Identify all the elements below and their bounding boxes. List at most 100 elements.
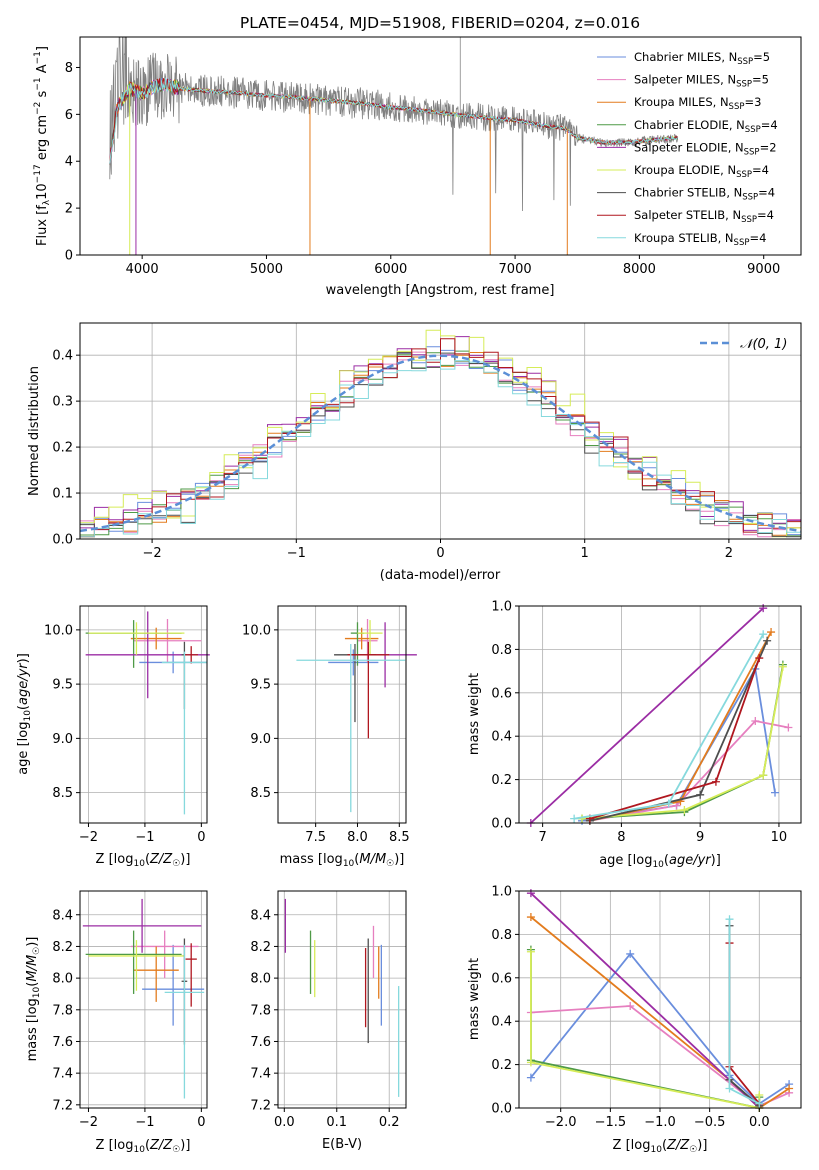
y-tick-label: 9.0 (250, 732, 271, 747)
y-tick-label: 0.6 (491, 971, 512, 986)
legend-label-salpeter-stelib: Salpeter STELIB, NSSP=4 (634, 208, 774, 225)
legend-label-salpeter-miles: Salpeter MILES, NSSP=5 (634, 73, 769, 90)
x-tick-label: 0.0 (274, 1115, 295, 1130)
mass-vs-metallicity-panel: −2 −1 0 7.2 7.4 7.6 7.8 8.0 8.2 8.4 Z [log10(Z/Z☉… (25, 890, 208, 1155)
y-tick-label: 1.0 (491, 885, 512, 900)
legend-label-salpeter-elodie: Salpeter ELODIE, NSSP=2 (634, 140, 777, 157)
age-vs-mass-panel: 7.5 8.0 8.5 8.5 9.0 9.5 10.0 mass [log10(M/M☉)… (242, 605, 417, 869)
weight-salpeter-miles-marker (626, 1002, 635, 1011)
y-tick-label: 8.0 (52, 972, 73, 987)
x-tick-label: −0.5 (694, 1115, 726, 1130)
y-tick-label: 10.0 (242, 623, 271, 638)
y-tick-label: 8.0 (250, 972, 271, 987)
y-tick-label: 7.6 (250, 1035, 271, 1050)
y-tick-label: 7.8 (52, 1003, 73, 1018)
y-tick-label: 0 (65, 249, 73, 264)
y-tick-label: 0.4 (491, 1015, 512, 1030)
y-tick-label: 7.4 (52, 1067, 73, 1082)
weight-chabrier-stelib-marker (763, 636, 772, 645)
y-tick-label: 0.2 (491, 773, 512, 788)
y-tick-label: 2 (65, 202, 73, 217)
y-tick-label: 0.0 (52, 533, 73, 548)
y-tick-label: 7.4 (250, 1067, 271, 1082)
spectrum-xlabel: wavelength [Angstrom, rest frame] (326, 283, 555, 298)
weight-kroupa-elodie-marker (526, 947, 535, 956)
weight-kroupa-stelib-marker (725, 915, 734, 924)
legend-label-kroupa-stelib: Kroupa STELIB, NSSP=4 (634, 231, 766, 248)
x-tick-label: 8000 (623, 262, 656, 277)
x-tick-label: 0.1 (326, 1115, 347, 1130)
x-tick-label: 2 (725, 546, 733, 561)
x-tick-label: 8.5 (389, 830, 410, 845)
weight-kroupa-stelib-marker (759, 630, 768, 639)
weight-vs-age-xlabel: age [log10(age/yr)] (599, 853, 721, 870)
histogram-steps (80, 329, 801, 538)
y-tick-label: 0.8 (491, 643, 512, 658)
y-tick-label: 7.2 (52, 1098, 73, 1113)
weight-kroupa-elodie-marker (680, 805, 689, 814)
y-tick-label: 0.2 (52, 441, 73, 456)
legend-label-chabrier-miles: Chabrier MILES, NSSP=5 (634, 50, 770, 67)
y-tick-label: 0.0 (491, 817, 512, 832)
weight-kroupa-stelib-marker (570, 814, 579, 823)
y-tick-label: 0.2 (491, 1058, 512, 1073)
weight-vs-age-frame (518, 605, 802, 824)
y-tick-label: 9.0 (52, 732, 73, 747)
spectrum-title: PLATE=0454, MJD=51908, FIBERID=0204, z=0… (240, 14, 640, 32)
x-tick-label: −1 (135, 1115, 154, 1130)
x-tick-label: 0 (436, 546, 444, 561)
observed-spectrum-line (109, 37, 679, 212)
legend-label-kroupa-elodie: Kroupa ELODIE, NSSP=4 (634, 163, 769, 180)
y-tick-label: 1.0 (491, 600, 512, 615)
weight-kroupa-elodie-marker (526, 1058, 535, 1067)
weight-kroupa-miles-marker (767, 628, 776, 637)
weight-vs-metallicity-xlabel: Z [log10(Z/Z☉)] (613, 1138, 708, 1155)
spectrum-legend: Chabrier MILES, NSSP=5 Salpeter MILES, NS… (597, 50, 778, 248)
weight-kroupa-stelib-marker (664, 799, 673, 808)
mass-vs-reddening-xlabel: E(B-V) (322, 1137, 362, 1152)
legend-label-chabrier-elodie: Chabrier ELODIE, NSSP=4 (634, 118, 778, 135)
y-tick-label: 9.5 (52, 678, 73, 693)
legend-label-chabrier-stelib: Chabrier STELIB, NSSP=4 (634, 186, 775, 203)
weight-chabrier-miles-marker (626, 949, 635, 958)
x-tick-label: 10 (771, 830, 788, 845)
x-tick-label: 8 (617, 830, 625, 845)
weight-salpeter-stelib-marker (711, 777, 720, 786)
y-tick-label: 6 (65, 108, 73, 123)
weight-kroupa-elodie-marker (755, 1090, 764, 1099)
y-tick-label: 0.3 (52, 395, 73, 410)
mass-vs-metallicity-xlabel: Z [log10(Z/Z☉)] (96, 1138, 191, 1155)
x-tick-label: 1 (581, 546, 589, 561)
weight-salpeter-elodie-line (530, 607, 764, 824)
mass-vs-reddening-panel: 0.0 0.1 0.2 7.2 7.4 7.6 7.8 8.0 8.2 8.4 E(B-V) (250, 890, 407, 1152)
x-tick-label: 5000 (250, 262, 283, 277)
x-tick-label: 7 (538, 830, 546, 845)
y-tick-label: 7.8 (250, 1003, 271, 1018)
x-tick-label: −2 (79, 1115, 98, 1130)
x-tick-label: 7000 (499, 262, 532, 277)
weight-kroupa-elodie-line (530, 951, 761, 1110)
y-tick-label: 8.5 (250, 786, 271, 801)
mass-vs-metallicity-frame (79, 890, 208, 1109)
y-tick-label: 10.0 (44, 623, 73, 638)
spectrum-lines (109, 37, 679, 255)
histogram-xlabel: (data-model)/error (380, 568, 501, 583)
weight-kroupa-miles-marker (526, 913, 535, 922)
mass-vs-reddening-frame (277, 890, 407, 1109)
weight-vs-age-ylabel: mass weight (467, 673, 482, 755)
weight-kroupa-elodie-line (581, 666, 784, 820)
y-tick-label: 8.2 (52, 940, 73, 955)
mass-vs-metallicity-ylabel: mass [log10(M/M☉)] (25, 937, 42, 1062)
weight-vs-metallicity-panel: −2.0 −1.5 −1.0 −0.5 0.0 0.0 0.2 0.4 0.6 0.8 1.0 Z … (467, 885, 802, 1155)
weight-kroupa-miles-marker (785, 1084, 794, 1093)
y-tick-label: 0.1 (52, 487, 73, 502)
y-tick-label: 0.8 (491, 928, 512, 943)
x-tick-label: −1 (135, 830, 154, 845)
age-vs-mass-frame (277, 605, 407, 824)
weight-salpeter-elodie-line (530, 892, 760, 1109)
age-vs-metallicity-frame (79, 605, 208, 824)
x-tick-label: 4000 (126, 262, 159, 277)
y-tick-label: 8.4 (250, 908, 271, 923)
weight-chabrier-miles-line (581, 666, 776, 822)
age-vs-mass-xlabel: mass [log10(M/M☉)] (280, 852, 405, 869)
